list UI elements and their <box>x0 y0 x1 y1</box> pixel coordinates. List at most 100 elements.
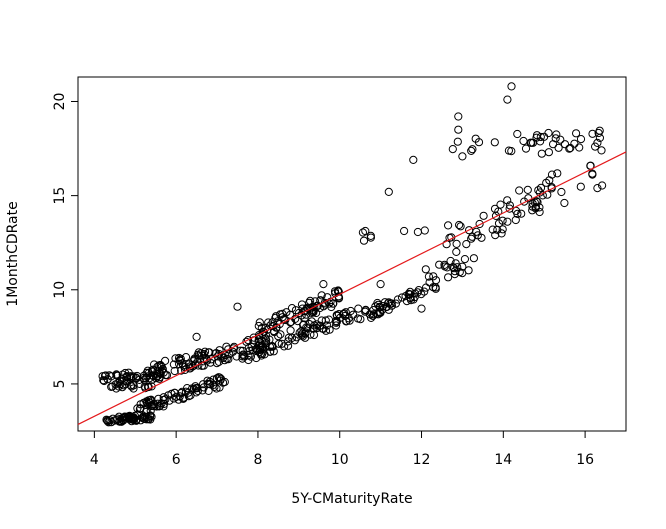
data-point <box>321 326 331 335</box>
data-point <box>464 266 473 275</box>
data-point <box>129 384 138 393</box>
data-point <box>244 355 253 365</box>
data-point <box>132 371 142 381</box>
data-point <box>488 225 497 234</box>
data-point <box>378 302 388 311</box>
data-point <box>450 270 459 279</box>
data-point <box>406 293 415 302</box>
data-point <box>475 219 484 229</box>
data-point <box>400 226 409 236</box>
data-point <box>233 302 242 311</box>
data-point <box>171 354 180 363</box>
data-point <box>154 361 163 370</box>
data-point <box>593 184 602 193</box>
data-point <box>329 299 338 308</box>
data-point <box>453 137 462 146</box>
data-point <box>594 128 603 138</box>
data-point <box>431 284 440 293</box>
data-point <box>302 306 311 315</box>
data-point <box>244 336 253 345</box>
data-point <box>570 139 579 148</box>
data-point <box>556 135 565 144</box>
y-tick-label: 20 <box>52 93 68 111</box>
data-point <box>391 299 400 308</box>
data-point <box>440 260 449 269</box>
data-point <box>503 196 512 205</box>
y-tick-label: 10 <box>52 281 68 299</box>
data-point <box>374 300 383 309</box>
data-point <box>354 304 363 313</box>
data-point <box>340 311 350 321</box>
data-point <box>536 183 546 192</box>
data-point <box>544 148 554 157</box>
data-point <box>455 220 464 230</box>
data-point <box>238 352 247 361</box>
data-point <box>142 407 151 417</box>
data-point <box>139 412 148 421</box>
data-point <box>474 138 484 147</box>
data-point <box>511 215 520 225</box>
data-point <box>468 232 477 241</box>
data-point <box>491 211 501 220</box>
data-point <box>262 339 271 348</box>
data-point <box>454 112 463 121</box>
data-point <box>205 348 214 357</box>
data-point <box>384 187 393 196</box>
data-point <box>414 286 423 295</box>
data-point <box>342 317 351 326</box>
data-point <box>103 416 112 425</box>
data-point <box>238 354 247 363</box>
data-point <box>551 134 560 143</box>
data-point <box>566 143 575 153</box>
data-point <box>276 310 285 319</box>
data-point <box>448 145 457 154</box>
data-point <box>220 377 229 387</box>
x-tick-label: 4 <box>90 452 99 468</box>
data-point <box>455 268 464 277</box>
data-point <box>565 144 574 153</box>
data-point <box>521 144 531 153</box>
data-point <box>366 231 375 240</box>
data-point <box>192 332 201 341</box>
data-point <box>421 265 430 274</box>
data-point <box>517 209 526 218</box>
data-point <box>156 369 165 378</box>
data-point <box>523 185 532 194</box>
data-point <box>278 313 287 322</box>
data-point <box>146 406 155 415</box>
data-point <box>533 198 542 207</box>
data-point <box>576 182 585 191</box>
data-point <box>284 333 293 342</box>
data-point <box>174 395 183 404</box>
data-point <box>358 228 367 237</box>
data-point <box>301 329 310 338</box>
data-point <box>452 247 461 256</box>
data-point <box>286 326 295 335</box>
data-point <box>361 226 370 236</box>
data-point <box>188 384 197 393</box>
y-tick-label: 5 <box>52 379 68 388</box>
data-point <box>498 225 507 234</box>
data-point <box>435 260 444 269</box>
data-point <box>369 306 378 315</box>
data-point <box>534 186 543 195</box>
data-point <box>454 125 463 134</box>
data-point <box>588 170 597 179</box>
data-point <box>150 360 159 369</box>
data-point <box>129 372 138 381</box>
data-point <box>503 217 512 226</box>
data-point <box>169 394 178 403</box>
x-tick-label: 16 <box>576 452 594 468</box>
data-point <box>332 318 341 327</box>
data-point <box>311 297 320 306</box>
data-point <box>255 348 264 357</box>
regression-line <box>77 151 627 425</box>
data-point <box>215 350 224 359</box>
data-point <box>468 145 477 154</box>
data-point <box>136 404 145 413</box>
data-point <box>205 379 214 388</box>
data-point <box>547 170 557 179</box>
data-point <box>332 321 341 330</box>
data-point <box>462 240 471 249</box>
data-point <box>249 333 258 342</box>
